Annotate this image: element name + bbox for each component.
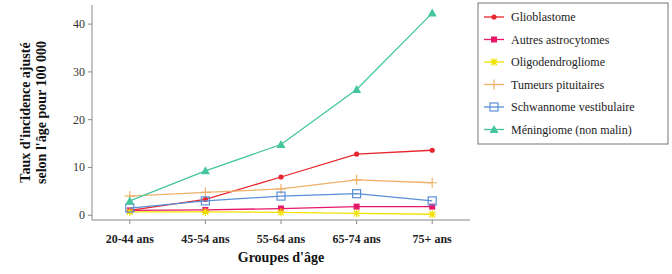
- data-point: [201, 197, 209, 205]
- data-point: [354, 151, 359, 156]
- legend-marker: [490, 58, 498, 66]
- legend-line: [484, 106, 504, 107]
- data-point: [354, 204, 360, 210]
- data-point: [428, 210, 436, 218]
- x-tick-label: 55-64 ans: [257, 232, 306, 246]
- legend-label: Oligodendrogliome: [511, 55, 605, 69]
- y-tick: [88, 119, 92, 120]
- legend-marker: [491, 37, 497, 43]
- data-point: [201, 208, 209, 216]
- y-tick: [88, 71, 92, 72]
- y-tick: [88, 24, 92, 25]
- legend-marker: [491, 14, 496, 19]
- x-tick-label: 65-74 ans: [332, 232, 381, 246]
- chart-container: 0 10 20 30 40 20-44 ans 45-54 ans 55-64 ans 65-7…: [0, 0, 672, 274]
- data-point: [201, 166, 210, 174]
- legend-label: Schwannome vestibulaire: [511, 100, 635, 114]
- data-point: [200, 187, 210, 197]
- data-point: [278, 174, 283, 179]
- plot-area: [125, 9, 437, 219]
- legend-marker: [490, 125, 499, 133]
- chart-svg: 0 10 20 30 40 20-44 ans 45-54 ans 55-64 ans 65-7…: [0, 0, 672, 274]
- legend-marker: [489, 80, 499, 90]
- legend-label: Tumeurs pituitaires: [511, 78, 605, 92]
- y-tick-label: 20: [73, 113, 85, 127]
- y-tick: [88, 167, 92, 168]
- legend-marker: [490, 103, 498, 111]
- data-point: [352, 175, 362, 185]
- data-point: [353, 209, 361, 217]
- x-tick-label: 20-44 ans: [106, 232, 155, 246]
- data-point: [277, 192, 285, 200]
- series-line: [130, 13, 432, 201]
- y-tick-label: 30: [73, 65, 85, 79]
- legend-box: [478, 3, 668, 144]
- x-tick-label: 45-54 ans: [181, 232, 230, 246]
- y-tick-label: 10: [73, 160, 85, 174]
- data-point: [430, 148, 435, 153]
- legend: Glioblastome Autres astrocytomes Oligodend…: [478, 3, 668, 144]
- legend-label: Autres astrocytomes: [511, 33, 610, 47]
- series-line: [130, 194, 432, 208]
- y-tick-label: 0: [79, 208, 85, 222]
- data-point: [126, 204, 134, 212]
- y-tick: [88, 215, 92, 216]
- x-tick: [129, 220, 130, 224]
- y-axis-label-line: Taux d'incidence ajusté: [18, 42, 33, 182]
- x-tick: [356, 220, 357, 224]
- x-tick: [432, 220, 433, 224]
- legend-label: Méningiome (non malin): [511, 123, 632, 137]
- data-point: [277, 208, 285, 216]
- data-point: [277, 140, 286, 148]
- data-point: [352, 85, 361, 93]
- y-tick-label: 40: [73, 17, 85, 31]
- x-tick-label: 75+ ans: [413, 232, 453, 246]
- legend-label: Glioblastome: [511, 10, 576, 24]
- data-point: [125, 196, 134, 204]
- data-point: [353, 190, 361, 198]
- x-tick: [205, 220, 206, 224]
- data-point: [428, 197, 436, 205]
- data-point: [427, 178, 437, 188]
- y-axis-line: [92, 5, 93, 220]
- x-axis-label: Groupes d'âge: [238, 250, 324, 265]
- data-point: [428, 9, 437, 17]
- series-line: [130, 150, 432, 210]
- x-tick: [281, 220, 282, 224]
- y-axis-label-line: selon l'âge pour 100 000: [34, 41, 49, 184]
- y-axis-label: Taux d'incidence ajustéselon l'âge pour …: [18, 41, 49, 184]
